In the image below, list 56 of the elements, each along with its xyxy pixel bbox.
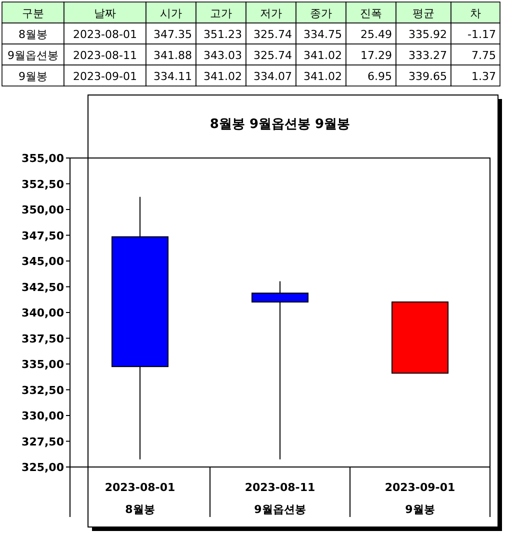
x-tick-label: 2023-08-11 — [244, 481, 316, 494]
text: 341.02 — [304, 70, 342, 83]
text: 343.03 — [204, 49, 242, 62]
text: 9월봉 — [405, 503, 435, 516]
text: 347.35 — [154, 28, 192, 41]
text: 325.74 — [254, 28, 292, 41]
text: 7.75 — [472, 49, 496, 62]
text: 341.02 — [304, 49, 342, 62]
y-tick-label: 327,50 — [22, 435, 64, 448]
y-tick-label: 325,00 — [22, 461, 64, 474]
text: 8월봉 — [125, 503, 155, 516]
text: 8월봉 — [18, 28, 48, 41]
text: 25.49 — [360, 28, 392, 41]
y-tick-label: 342,50 — [22, 280, 64, 294]
text: 351.23 — [204, 28, 242, 41]
text: 9월옵션봉 — [8, 49, 58, 62]
category-label: 진폭 — [360, 7, 382, 20]
text: 1.37 — [472, 70, 496, 83]
category-label: 평균 — [412, 7, 434, 20]
text: 333.27 — [408, 49, 447, 62]
text: -1.17 — [468, 28, 496, 41]
text: 334.11 — [154, 70, 192, 83]
text: 334.75 — [304, 28, 342, 41]
text: 334.07 — [254, 70, 292, 83]
text: 2023-08-01 — [73, 28, 137, 41]
category-label: 구분 — [22, 7, 44, 20]
text: 325.74 — [254, 49, 292, 62]
category-label: 시가 — [160, 7, 182, 20]
text: 339.65 — [408, 70, 447, 83]
x-tick-label: 2023-08-01 — [104, 481, 176, 494]
y-tick-label: 345,00 — [22, 255, 64, 268]
y-tick-label: 340,00 — [22, 306, 64, 320]
text: 2023-08-11 — [73, 49, 137, 62]
category-label: 종가 — [310, 7, 332, 20]
y-tick-label: 350,00 — [22, 204, 64, 216]
text: 2023-09-01 — [73, 70, 137, 83]
text: 9월옵션봉 — [254, 503, 306, 516]
y-tick-label: 335,00 — [22, 358, 64, 371]
category-label: 고가 — [210, 7, 232, 20]
category-label: 차 — [470, 7, 481, 20]
text: 17.29 — [360, 49, 392, 62]
y-tick-label: 332,50 — [22, 384, 64, 397]
category-label: 날짜 — [94, 7, 116, 20]
chart-title: 8월봉 9월옵션봉 9월봉 — [210, 117, 350, 132]
y-tick-label: 352,50 — [22, 178, 64, 191]
text: 6.95 — [368, 70, 392, 83]
y-tick-label: 337,50 — [22, 332, 64, 346]
y-tick-label: 330,00 — [22, 410, 64, 422]
text: 341.88 — [154, 49, 192, 62]
text: 9월봉 — [18, 70, 48, 83]
x-tick-label: 2023-09-01 — [384, 481, 456, 494]
text: 335.92 — [408, 28, 447, 41]
category-label: 저가 — [260, 7, 282, 20]
y-tick-label: 355,00 — [22, 152, 64, 165]
text: 341.02 — [204, 70, 242, 83]
y-tick-label: 347,50 — [22, 229, 64, 242]
